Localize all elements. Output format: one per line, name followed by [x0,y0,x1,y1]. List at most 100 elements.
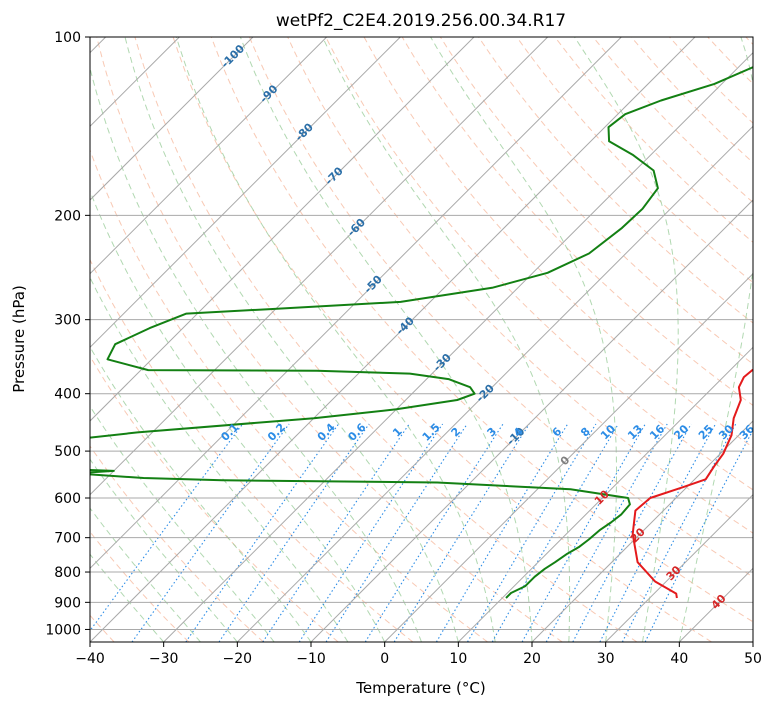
mixing-ratio-line [262,423,410,642]
x-tick-label: −10 [296,651,326,667]
mixing-ratio-line [467,423,597,642]
dry-adiabat-line [478,37,753,324]
dry-adiabat-line [707,37,753,85]
isotherm-line [605,493,753,642]
mixing-ratio-label: 25 [696,422,716,442]
chart-title: wetPf2_C2E4.2019.256.00.34.R17 [276,11,566,31]
moist-adiabat-line [90,507,201,642]
dry-adiabat-label: -80 [293,120,316,143]
isotherm-line [90,37,696,642]
x-tick-label: −30 [149,651,179,667]
dry-adiabat-line [90,258,414,642]
moist-adiabat-line [90,345,312,642]
mixing-ratio-label: 0.4 [315,421,338,444]
isotherm-line [90,37,622,570]
moist-adiabat-line [239,37,533,642]
isotherm-line [90,37,401,349]
mixing-ratio-label: 2 [449,425,464,440]
dry-adiabat-line [325,37,753,491]
x-tick-label: 20 [523,651,541,667]
mixing-ratio-line [599,423,716,642]
moist-adiabat-line [175,37,496,642]
x-tick-label: 30 [597,651,615,667]
dry-adiabat-line [554,37,753,243]
dry-adiabat-line [745,37,753,46]
y-tick-label: 200 [54,208,81,224]
temperature-line [631,368,753,599]
x-tick-label: 10 [449,651,467,667]
dry-adiabat-line [90,445,264,642]
mixing-ratio-line [131,423,290,642]
mixing-ratio-line [90,423,244,632]
isotherm-line [678,567,753,642]
profile-lines [90,66,753,599]
dry-adiabat-line [401,37,753,406]
mixing-ratio-line [435,423,569,642]
dry-adiabat-label: -20 [474,381,497,404]
dry-adiabat-label: -50 [362,273,385,296]
isotherm-line [90,37,328,275]
y-tick-label: 300 [54,313,81,329]
isotherm-line [531,420,753,642]
isotherm-line [90,37,549,496]
moist-adiabat-line [574,37,679,642]
y-axis-title: Pressure (hPa) [10,285,28,393]
moist-adiabat-line [90,276,349,642]
x-tick-label: 0 [380,651,389,667]
dry-adiabat-line [134,37,638,642]
dewpoint-line [90,66,753,599]
background-lines [90,37,753,642]
dry-adiabat-line [96,37,563,642]
dry-adiabat-line [210,37,753,623]
moist-adiabat-label: 10 [592,487,612,507]
dry-adiabat-line [669,37,753,124]
mixing-ratio-line [521,423,646,642]
moist-adiabat-line [90,553,165,642]
axes: −40 −30 −20 −10 0 10 20 30 40 50 100 200 300 400 500 60… [45,30,762,667]
dry-adiabat-line [287,37,753,534]
x-axis-title: Temperature (°C) [355,679,485,697]
moist-adiabat-line [430,37,617,642]
mixing-ratio-label: 3 [485,425,500,440]
mixing-ratio-label: 20 [671,422,691,442]
x-tick-label: 40 [670,651,688,667]
mixing-ratio-label: 1 [390,425,405,440]
mixing-ratio-line [393,423,530,642]
line-labels: -100-90-80-70-60-50-40-30-20-10010203040… [218,42,757,612]
mixing-ratio-label: 36 [737,422,757,442]
mixing-ratio-line [364,423,504,642]
mixing-ratio-label: 16 [647,422,667,442]
dry-adiabat-line [363,37,753,449]
isotherm-line [90,37,254,201]
mixing-ratio-line [621,423,737,642]
moist-adiabat-line [124,37,459,642]
dry-adiabat-line [90,530,190,642]
isotherm-line [90,37,475,422]
y-tick-label: 700 [54,531,81,547]
moist-adiabat-line [90,65,422,642]
isotherm-line [163,51,753,642]
dry-adiabat-line [516,37,753,284]
mixing-ratio-line [491,423,619,642]
y-tick-label: 400 [54,387,81,403]
isotherm-line [752,641,753,642]
mixing-ratio-line [218,423,370,642]
mixing-ratio-line [545,423,668,642]
isotherm-line [310,199,753,642]
mixing-ratio-label: 0.2 [265,421,288,444]
y-tick-label: 800 [54,565,81,581]
isotherm-line [384,272,753,642]
x-tick-label: −40 [75,651,105,667]
y-tick-label: 600 [54,491,81,507]
x-tick-label: 50 [744,651,762,667]
y-tick-label: 1000 [45,622,81,638]
moist-adiabat-line [678,37,753,642]
isotherm-line [236,125,753,642]
y-tick-label: 900 [54,595,81,611]
moist-adiabat-line [90,458,238,642]
mixing-ratio-line [644,428,753,642]
mixing-ratio-label: 8 [578,425,593,440]
y-tick-label: 500 [54,444,81,460]
moist-adiabat-line [90,189,386,642]
